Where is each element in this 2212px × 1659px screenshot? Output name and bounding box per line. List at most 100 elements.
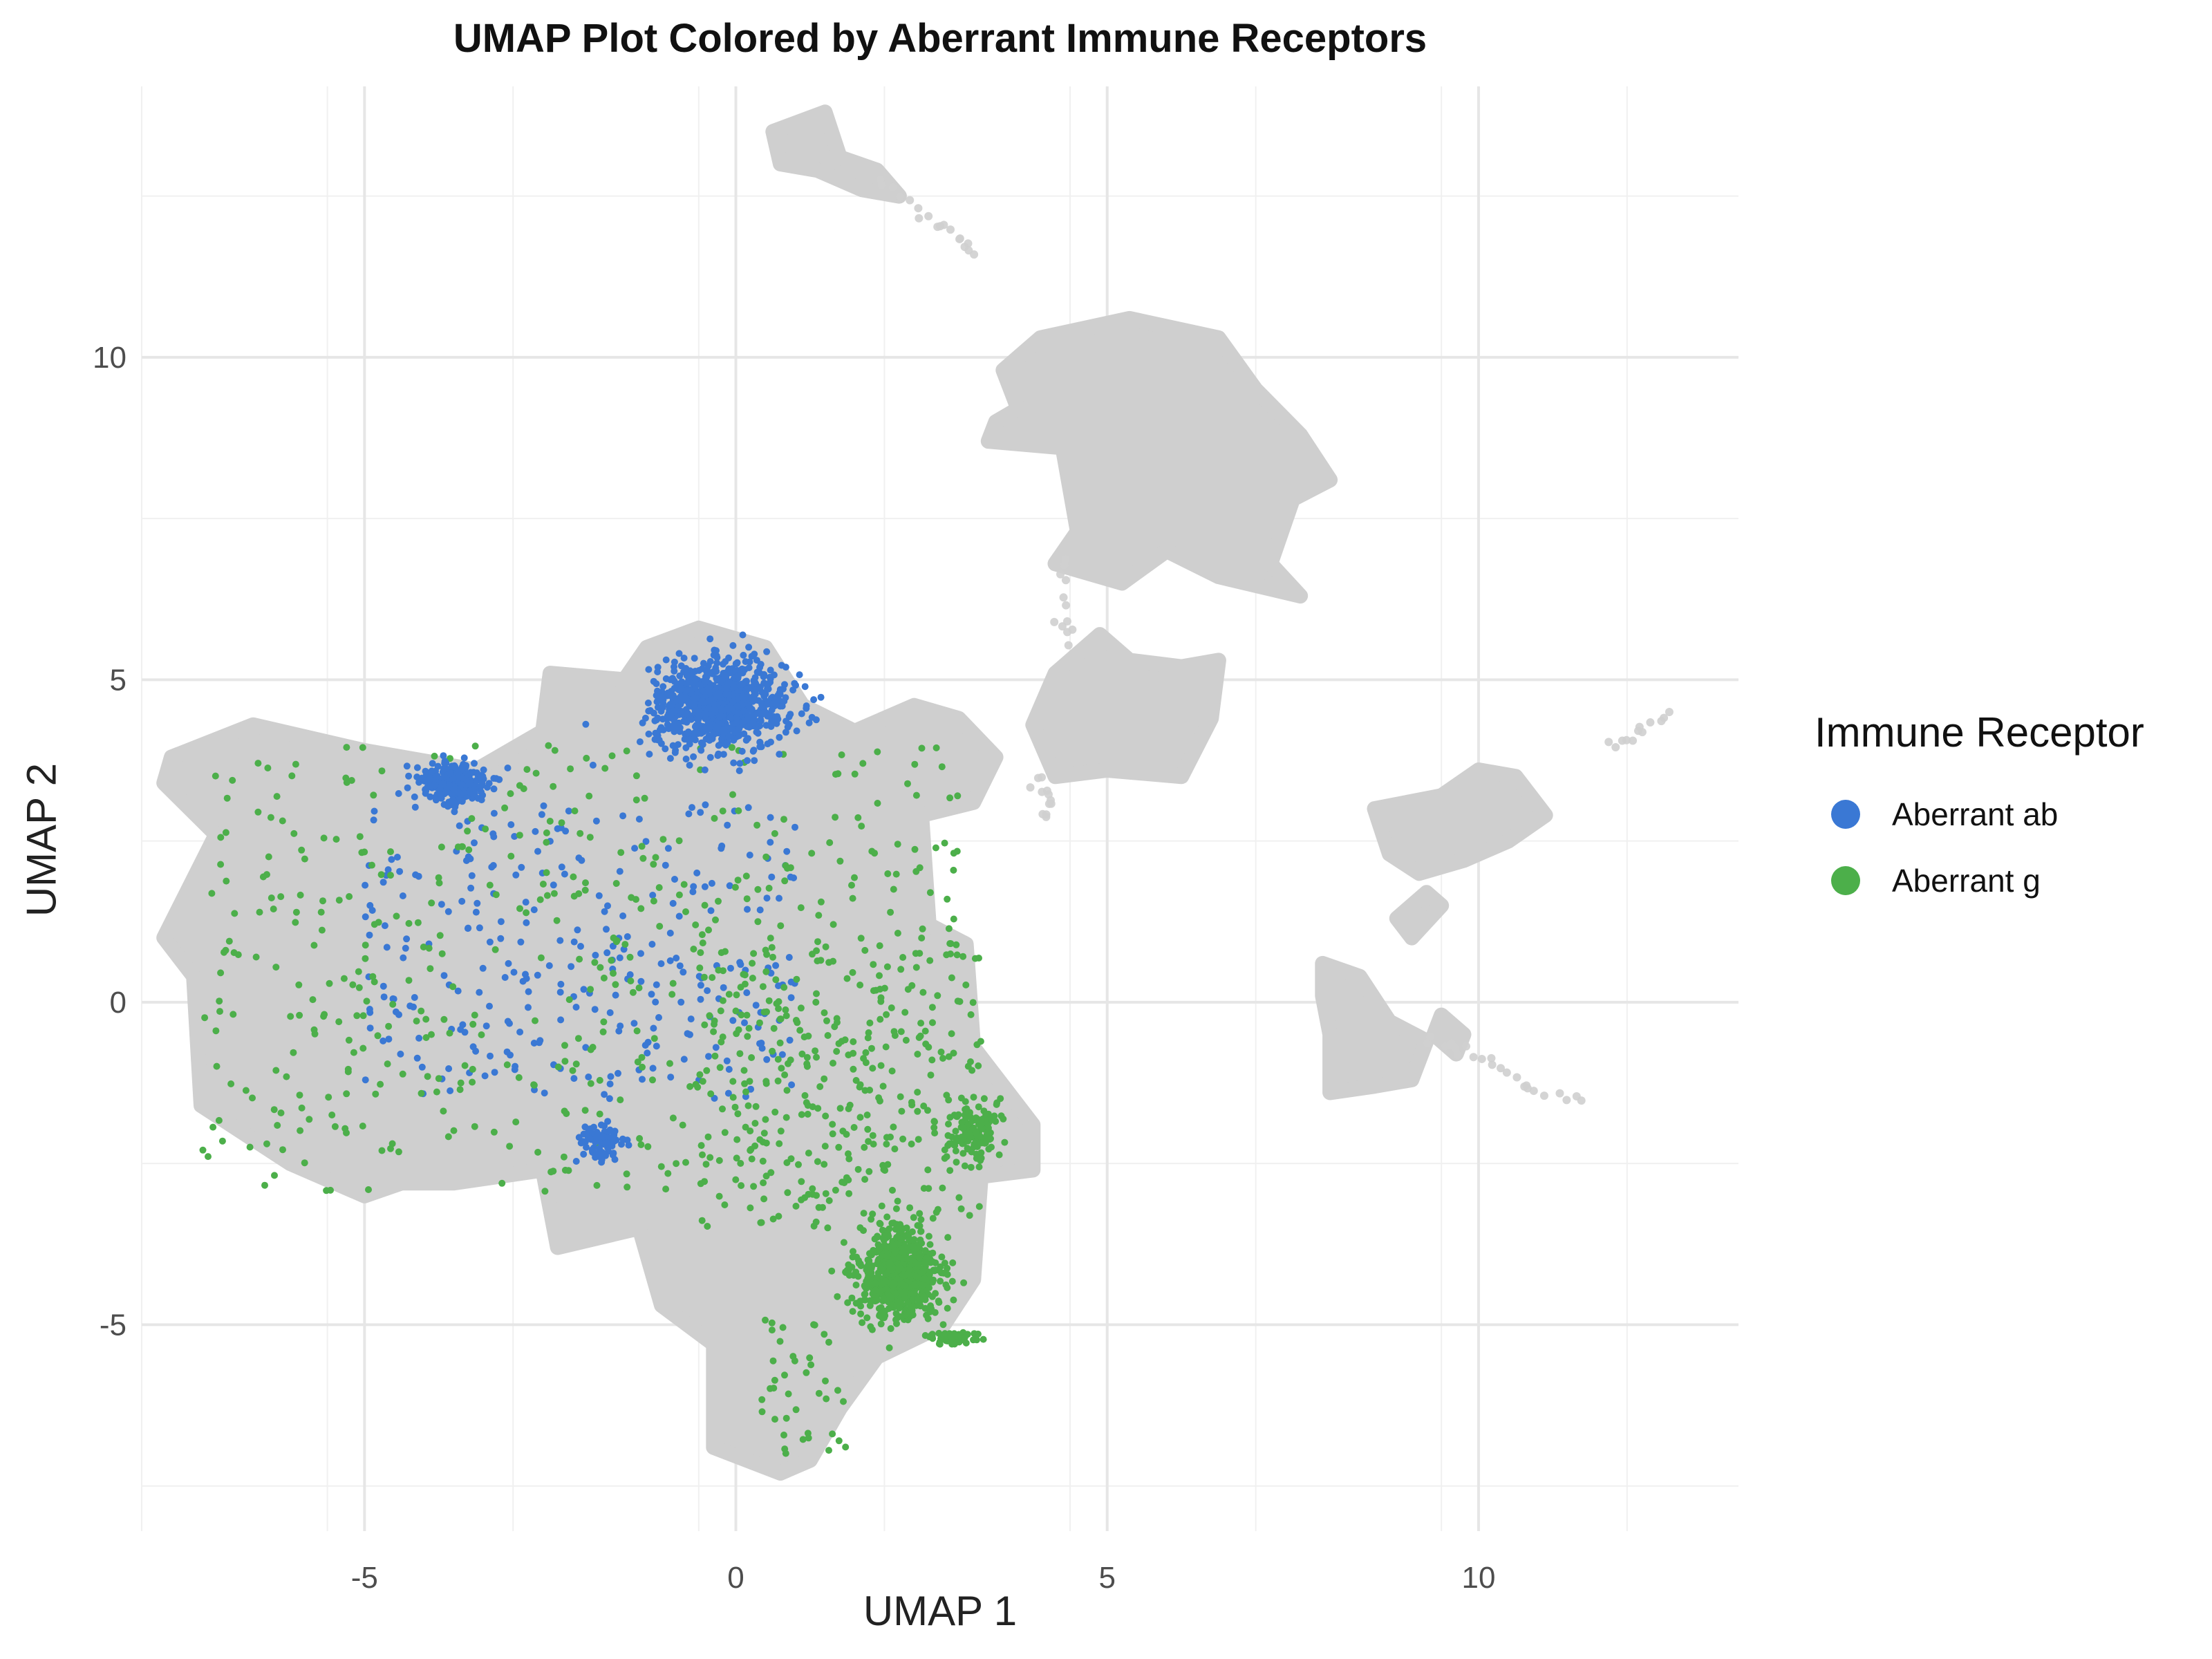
point-aberrant-g [763, 950, 771, 958]
point-aberrant-g [977, 1038, 984, 1045]
point-aberrant-ab [810, 696, 818, 704]
point-aberrant-g [768, 1319, 776, 1327]
point-aberrant-g [783, 1087, 791, 1094]
point-aberrant-ab [469, 1043, 477, 1051]
point-aberrant-ab [366, 931, 373, 939]
point-aberrant-ab [503, 1048, 511, 1056]
point-aberrant-ab [379, 1037, 387, 1044]
point-aberrant-ab [805, 719, 813, 727]
point-aberrant-g [857, 935, 865, 942]
point-aberrant-g [780, 816, 787, 823]
point-aberrant-g [277, 893, 285, 901]
point-aberrant-ab [460, 760, 467, 768]
point-aberrant-g [675, 891, 683, 899]
point-aberrant-g [944, 1132, 952, 1139]
x-tick-label: 5 [1099, 1561, 1116, 1595]
point-aberrant-ab [456, 822, 463, 830]
point-aberrant-g [507, 852, 515, 860]
point-aberrant-g [944, 1304, 951, 1312]
point-aberrant-g [917, 1228, 924, 1235]
point-aberrant-ab [558, 863, 565, 871]
point-aberrant-ab [758, 743, 765, 751]
point-aberrant-ab [472, 908, 480, 916]
point-aberrant-ab [697, 809, 704, 816]
point-aberrant-g [917, 1020, 925, 1027]
point-aberrant-ab [721, 728, 729, 735]
point-aberrant-g [617, 849, 625, 856]
point-aberrant-g [791, 1357, 798, 1365]
point-aberrant-ab [581, 1123, 589, 1131]
point-aberrant-ab [704, 987, 711, 995]
point-aberrant-ab [653, 698, 661, 706]
point-aberrant-g [890, 885, 897, 893]
point-aberrant-g [469, 1078, 476, 1086]
point-aberrant-g [710, 1028, 718, 1035]
point-aberrant-g [748, 1155, 756, 1163]
point-aberrant-g [385, 1022, 393, 1030]
point-aberrant-g [332, 836, 340, 843]
point-aberrant-g [776, 1015, 784, 1023]
point-aberrant-g [612, 880, 620, 887]
point-aberrant-g [887, 1325, 894, 1332]
point-aberrant-g [940, 1331, 948, 1339]
point-aberrant-g [359, 1044, 367, 1052]
point-aberrant-g [980, 1095, 988, 1103]
point-aberrant-g [742, 872, 750, 880]
point-aberrant-g [882, 1043, 890, 1051]
point-aberrant-ab [489, 830, 497, 838]
background-cell [1497, 1064, 1506, 1073]
point-aberrant-g [608, 752, 616, 760]
point-aberrant-g [716, 1064, 724, 1071]
point-aberrant-ab [697, 982, 704, 989]
point-aberrant-ab [706, 635, 714, 643]
point-aberrant-g [825, 1197, 833, 1204]
point-aberrant-ab [497, 935, 505, 942]
point-aberrant-g [201, 1014, 209, 1022]
point-aberrant-ab [606, 1009, 614, 1016]
point-aberrant-g [261, 1181, 268, 1189]
point-aberrant-g [756, 1019, 763, 1027]
point-aberrant-g [547, 1168, 555, 1176]
point-aberrant-g [877, 1320, 885, 1328]
point-aberrant-g [798, 1111, 805, 1118]
point-aberrant-g [464, 827, 471, 835]
x-tick-label: 0 [727, 1561, 744, 1595]
point-aberrant-g [925, 1232, 932, 1240]
point-aberrant-ab [649, 892, 657, 899]
point-aberrant-g [859, 760, 867, 767]
point-aberrant-ab [727, 669, 734, 677]
point-aberrant-g [883, 1134, 890, 1141]
point-aberrant-g [633, 1027, 641, 1035]
point-aberrant-ab [702, 678, 709, 686]
point-aberrant-g [699, 939, 706, 947]
point-aberrant-g [921, 1275, 928, 1282]
point-aberrant-ab [486, 1002, 493, 1010]
point-aberrant-g [804, 1430, 812, 1437]
point-aberrant-g [516, 905, 523, 912]
point-aberrant-g [711, 1020, 718, 1028]
point-aberrant-g [946, 940, 954, 947]
point-aberrant-g [861, 1291, 869, 1297]
point-aberrant-g [664, 1170, 672, 1177]
point-aberrant-g [926, 1270, 933, 1277]
point-aberrant-g [532, 1017, 538, 1024]
point-aberrant-ab [723, 1057, 731, 1065]
point-aberrant-g [920, 1293, 928, 1300]
point-aberrant-g [934, 992, 941, 1000]
point-aberrant-g [832, 1186, 839, 1194]
point-aberrant-g [227, 1080, 235, 1087]
point-aberrant-g [975, 1103, 982, 1111]
point-aberrant-g [829, 1430, 836, 1438]
point-aberrant-g [883, 1269, 891, 1277]
point-aberrant-g [765, 997, 773, 1004]
point-aberrant-ab [645, 730, 653, 738]
point-aberrant-ab [393, 854, 401, 861]
point-aberrant-g [444, 1133, 452, 1141]
point-aberrant-g [718, 949, 725, 957]
point-aberrant-g [709, 974, 716, 982]
point-aberrant-ab [446, 781, 453, 789]
point-aberrant-g [701, 1178, 709, 1185]
point-aberrant-g [283, 1073, 290, 1080]
point-aberrant-g [215, 1116, 223, 1124]
point-aberrant-ab [666, 755, 674, 762]
